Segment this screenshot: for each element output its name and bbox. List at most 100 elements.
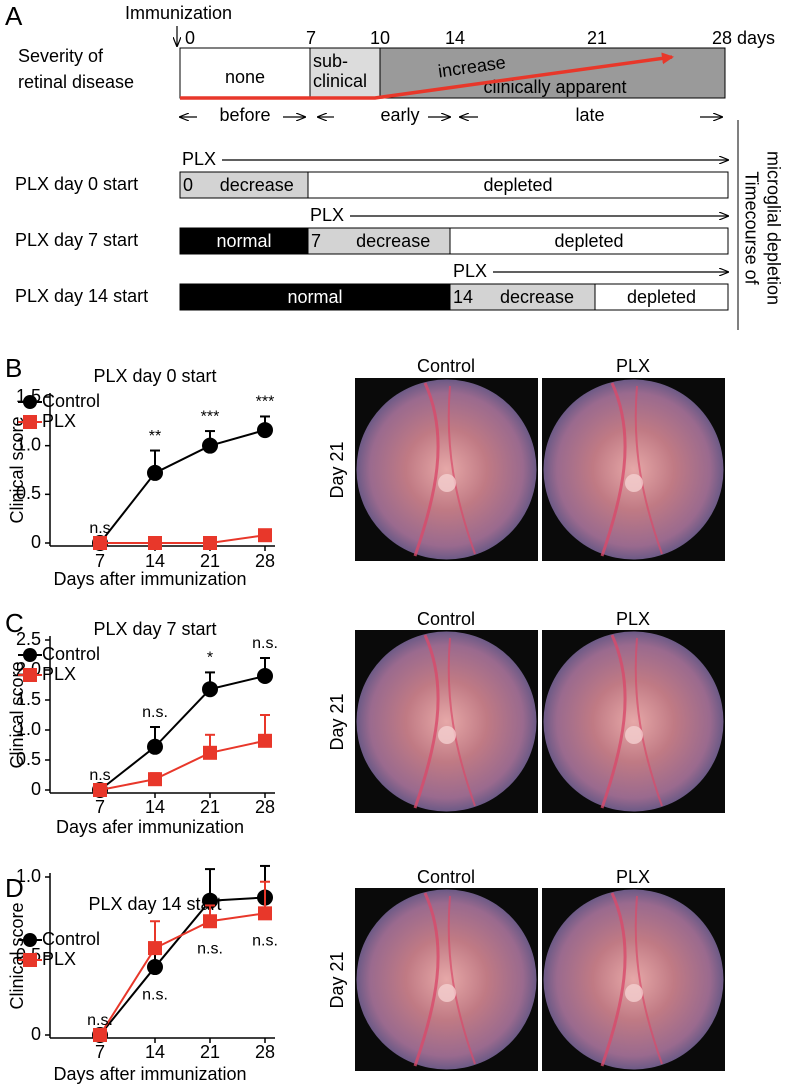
vessel	[600, 892, 627, 1067]
x-tick-label: 14	[145, 797, 165, 817]
legend-label: PLX	[42, 949, 76, 969]
series-line	[100, 534, 266, 544]
legend-label: Control	[42, 391, 100, 411]
series-line	[99, 912, 266, 1036]
data-point	[257, 668, 273, 684]
x-tick-label: 7	[95, 1042, 105, 1062]
data-point	[148, 941, 162, 956]
severity-label: Severity of	[18, 46, 104, 66]
x-tick-label: 14	[145, 1042, 165, 1062]
segment-start: 7	[311, 231, 321, 251]
data-point	[203, 745, 217, 760]
panel-label: B	[5, 353, 22, 383]
photo-side-label: Day 21	[327, 951, 347, 1008]
x-axis-label: Days after immunization	[53, 1064, 246, 1084]
legend-marker	[23, 415, 37, 429]
data-point	[93, 783, 107, 797]
y-axis-label: Clinical score	[7, 416, 27, 523]
data-point	[93, 1028, 107, 1042]
vessel	[634, 637, 663, 807]
fundus	[543, 889, 724, 1070]
phase-label: early	[380, 105, 419, 125]
significance-label: n.s.	[252, 635, 278, 652]
significance-label: *	[207, 650, 213, 667]
vessel	[447, 895, 476, 1065]
y-tick-label: 1.0	[16, 434, 41, 454]
x-tick-label: 21	[200, 797, 220, 817]
series-line	[99, 739, 266, 791]
data-point	[258, 528, 272, 543]
legend-marker	[23, 933, 37, 947]
x-tick-label: 21	[200, 1042, 220, 1062]
timeline-segment	[307, 227, 451, 255]
y-tick-label: 0	[31, 532, 41, 552]
x-axis-label: Days afer immunization	[56, 817, 244, 837]
legend-marker	[23, 953, 37, 967]
severity-label: retinal disease	[18, 72, 134, 92]
panel-label: C	[5, 608, 24, 638]
significance-label: n.s	[89, 520, 110, 537]
data-point	[203, 536, 217, 550]
photo-side-label: Day 21	[327, 441, 347, 498]
vessel	[413, 382, 440, 557]
legend-marker	[23, 648, 37, 662]
stage-subclinical	[309, 47, 381, 99]
row-label: PLX day 0 start	[15, 174, 138, 194]
y-tick-label: 0	[31, 1024, 41, 1044]
fundus	[356, 889, 537, 1070]
segment-start: 0	[183, 175, 193, 195]
row-label: PLX day 14 start	[15, 286, 148, 306]
x-tick-label: 21	[200, 551, 220, 571]
series-line	[99, 896, 266, 1036]
legend-label: PLX	[42, 411, 76, 431]
significance-label: n.s.	[142, 704, 168, 721]
day-label: 14	[445, 28, 465, 48]
chart-title: PLX day 7 start	[93, 619, 216, 639]
legend-label: PLX	[42, 664, 76, 684]
legend-label: Control	[42, 644, 100, 664]
photo-header: Control	[417, 609, 475, 629]
segment-text: depleted	[627, 287, 696, 307]
day-label: 21	[587, 28, 607, 48]
significance-label: ***	[201, 408, 220, 425]
x-tick-label: 28	[255, 797, 275, 817]
segment-start: 14	[453, 287, 473, 307]
timeline-segment	[179, 227, 309, 255]
legend-marker	[23, 395, 37, 409]
x-tick-label: 7	[95, 551, 105, 571]
photo-header: PLX	[616, 356, 650, 376]
data-point	[258, 733, 272, 748]
data-point	[202, 681, 218, 698]
day-label: 0	[185, 28, 195, 48]
y-tick-label: 0	[31, 779, 41, 799]
side-label: microglial depletion	[763, 151, 783, 305]
plx-label: PLX	[453, 261, 487, 281]
legend-marker	[23, 668, 37, 682]
panel-label: D	[5, 873, 24, 903]
plx-label: PLX	[182, 149, 216, 169]
phase-label: late	[575, 105, 604, 125]
phase-label: before	[219, 105, 270, 125]
significance-label: n.s.	[252, 933, 278, 950]
fundus	[356, 379, 537, 560]
fundus	[543, 631, 724, 812]
day-label: 10	[370, 28, 390, 48]
data-point	[258, 906, 272, 921]
x-tick-label: 28	[255, 551, 275, 571]
photo-header: PLX	[616, 609, 650, 629]
photo-header: Control	[417, 867, 475, 887]
x-tick-label: 28	[255, 1042, 275, 1062]
vessel	[413, 892, 440, 1067]
y-axis-label: Clinical score	[7, 902, 27, 1009]
series-line	[99, 675, 266, 791]
vessel	[600, 382, 627, 557]
vessel	[600, 634, 627, 809]
segment-text: decrease	[356, 231, 430, 251]
segment-text: decrease	[220, 175, 294, 195]
y-tick-label: 2.5	[16, 629, 41, 649]
x-tick-label: 14	[145, 551, 165, 571]
severity-curve	[180, 52, 674, 100]
fundus	[543, 379, 724, 560]
segment-text: depleted	[554, 231, 623, 251]
